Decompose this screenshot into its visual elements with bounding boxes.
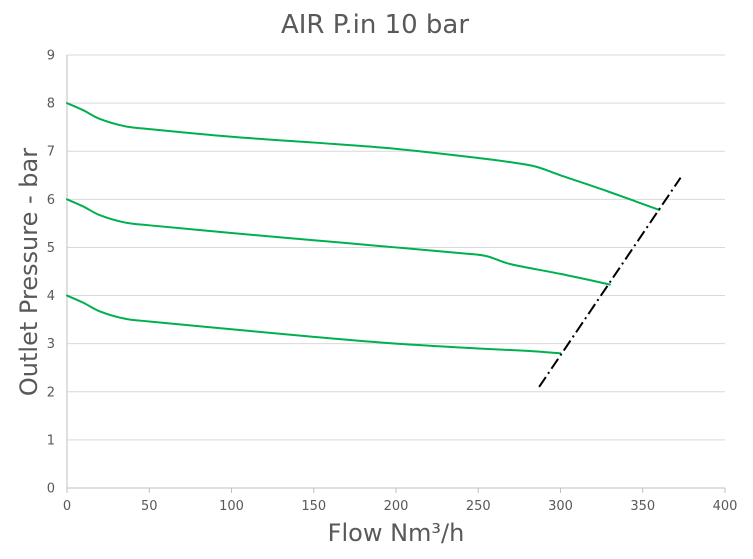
y-tick-label: 2 [47,385,55,400]
x-tick-labels: 0 50 100 150 200 250 300 350 400 [63,499,738,514]
y-tick-label: 8 [47,97,55,112]
y-tick-label: 4 [47,289,55,304]
x-tick-label: 300 [548,499,573,514]
y-tick-label: 0 [47,482,55,497]
y-tick-labels: 0 1 2 3 4 5 6 7 8 9 [47,49,55,497]
x-tick-label: 200 [384,499,409,514]
x-tick-label: 350 [630,499,655,514]
y-axis-title: Outlet Pressure - bar [15,148,43,396]
limit-layer [538,177,682,388]
x-tick-label: 0 [63,499,71,514]
x-tick-label: 250 [466,499,491,514]
x-tick-label: 100 [219,499,244,514]
y-tick-label: 3 [47,337,55,352]
y-tick-label: 7 [47,145,55,160]
y-tick-label: 9 [47,49,55,64]
axes [66,55,726,493]
series-layer [66,102,661,355]
limit-line [538,177,682,388]
x-tick-label: 50 [141,499,158,514]
x-tick-label: 150 [301,499,326,514]
x-axis-title: Flow Nm³/h [328,519,465,547]
chart-title: AIR P.in 10 bar [281,10,469,40]
x-tick-label: 400 [713,499,738,514]
series-line-2 [66,198,611,286]
y-tick-label: 5 [47,241,55,256]
series-line-3 [66,294,562,355]
y-tick-label: 1 [47,433,55,448]
y-tick-label: 6 [47,193,55,208]
series-line-1 [66,102,661,211]
